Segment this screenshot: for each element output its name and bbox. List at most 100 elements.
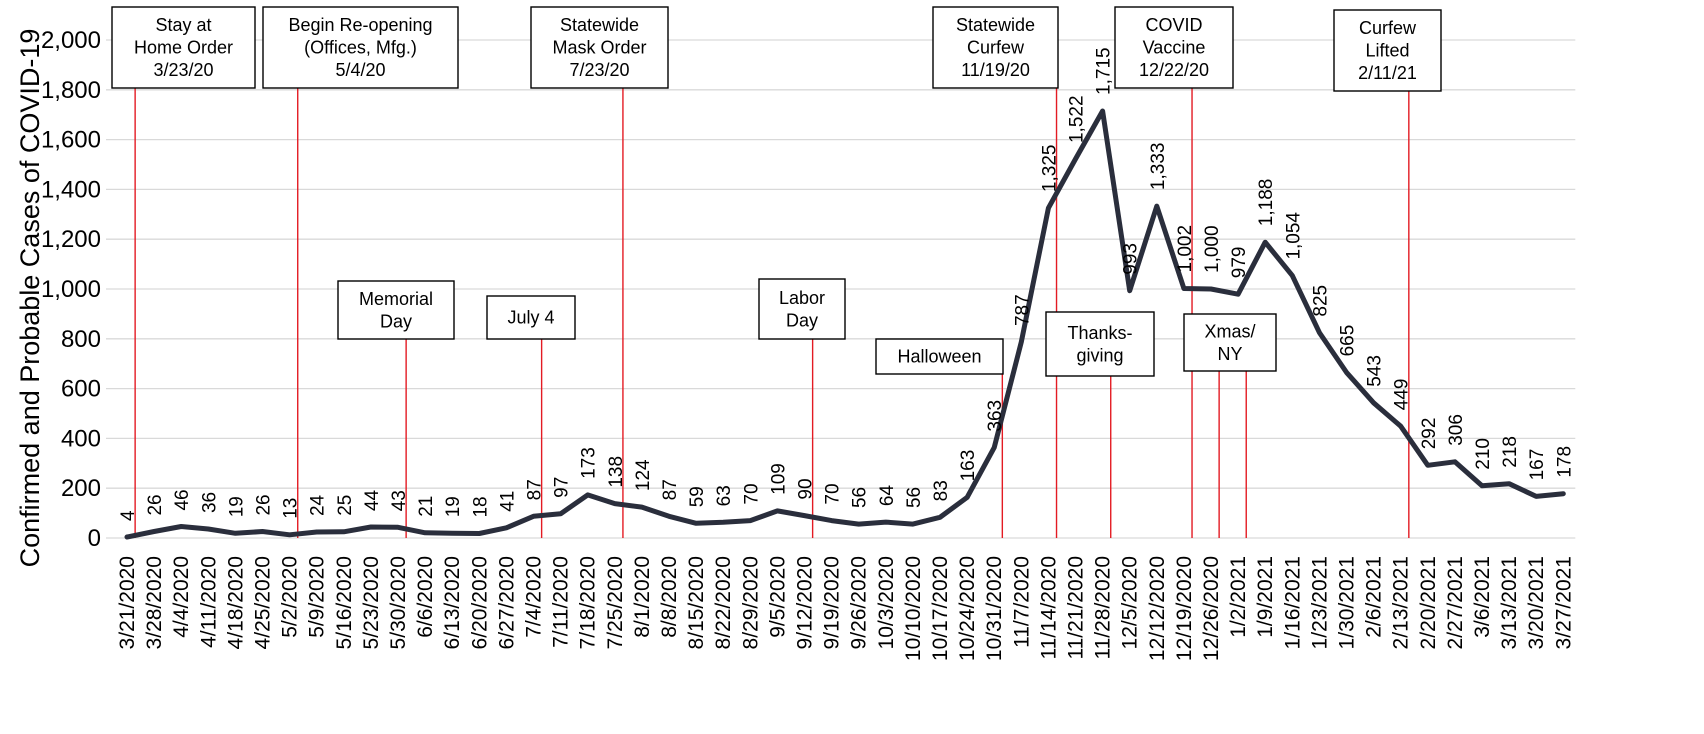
x-tick-label: 8/1/2020: [631, 556, 654, 638]
data-label: 306: [1446, 414, 1467, 446]
data-label: 19: [443, 496, 464, 517]
data-label: 46: [172, 489, 193, 510]
data-label: 83: [931, 480, 952, 501]
data-label: 543: [1365, 355, 1386, 387]
x-tick-label: 6/6/2020: [414, 556, 437, 638]
x-tick-label: 11/14/2020: [1037, 556, 1060, 660]
data-label: 64: [877, 484, 898, 506]
data-label: 4: [118, 510, 139, 521]
data-label: 26: [145, 494, 166, 515]
data-label: 19: [226, 496, 247, 517]
x-tick-label: 12/5/2020: [1119, 556, 1142, 649]
annotation-box-frame: [111, 6, 256, 89]
x-tick-label: 7/4/2020: [523, 556, 546, 638]
data-point: [1507, 482, 1511, 486]
x-tick-label: 1/9/2021: [1254, 556, 1277, 638]
data-label: 63: [714, 485, 735, 506]
data-point: [206, 527, 210, 531]
data-label: 1,715: [1094, 47, 1115, 95]
annotation-box: July 4: [486, 295, 576, 340]
x-tick-label: 3/21/2020: [116, 556, 139, 649]
data-point: [1480, 484, 1484, 488]
annotation-text: COVID: [1145, 15, 1202, 35]
data-point: [1236, 292, 1240, 296]
data-label: 210: [1473, 438, 1494, 470]
annotation-text: Halloween: [897, 347, 981, 367]
data-point: [1561, 492, 1565, 496]
data-label: 218: [1500, 436, 1521, 468]
data-point: [1290, 274, 1294, 278]
data-label: 178: [1554, 446, 1575, 478]
data-point: [721, 520, 725, 524]
annotation-text: Xmas/: [1204, 321, 1255, 341]
data-label: 979: [1229, 247, 1250, 279]
y-tick-label: 800: [61, 326, 101, 353]
data-label: 18: [470, 496, 491, 517]
x-tick-label: 1/16/2021: [1281, 556, 1304, 649]
x-tick-label: 9/26/2020: [848, 556, 871, 649]
x-tick-label: 5/16/2020: [333, 556, 356, 649]
x-tick-label: 12/12/2020: [1146, 556, 1169, 661]
annotation-box: Begin Re-opening (Offices, Mfg.)5/4/20: [262, 6, 459, 89]
data-point: [830, 519, 834, 523]
data-label: 87: [660, 479, 681, 500]
data-label: 70: [823, 483, 844, 504]
data-point: [477, 532, 481, 536]
data-label: 56: [904, 487, 925, 508]
x-tick-label: 12/19/2020: [1173, 556, 1196, 661]
data-label: 90: [796, 478, 817, 499]
annotation-text: Statewide: [956, 15, 1035, 35]
data-point: [125, 535, 129, 539]
data-label: 56: [850, 487, 871, 508]
annotation-box-frame: [1045, 311, 1155, 377]
x-tick-label: 1/2/2021: [1227, 556, 1250, 638]
annotation-text: Home Order: [134, 38, 233, 58]
x-tick-label: 10/3/2020: [875, 556, 898, 649]
data-label: 665: [1338, 325, 1359, 357]
data-point: [992, 446, 996, 450]
data-label: 59: [687, 486, 708, 507]
x-tick-label: 10/10/2020: [902, 556, 925, 661]
x-tick-label: 10/17/2020: [929, 556, 952, 661]
annotation-text: Curfew: [967, 38, 1025, 58]
data-point: [911, 522, 915, 526]
annotation-text: Statewide: [560, 15, 639, 35]
data-label: 26: [254, 494, 275, 515]
x-tick-label: 9/5/2020: [766, 556, 789, 638]
data-point: [1317, 331, 1321, 335]
x-tick-label: 6/13/2020: [441, 556, 464, 649]
annotation-text: Day: [786, 310, 818, 330]
data-label: 138: [606, 456, 627, 488]
data-point: [1372, 401, 1376, 405]
y-tick-label: 1,600: [41, 127, 101, 154]
y-tick-label: 200: [61, 475, 101, 502]
annotation-text: 2/11/21: [1358, 63, 1417, 83]
data-label: 449: [1392, 378, 1413, 410]
annotation-text: Day: [380, 311, 412, 331]
annotation-text: Curfew: [1359, 18, 1417, 38]
data-label: 163: [958, 450, 979, 482]
data-point: [1453, 460, 1457, 464]
data-point: [667, 514, 671, 518]
y-tick-label: 1,400: [41, 176, 101, 203]
x-tick-label: 11/7/2020: [1010, 556, 1033, 648]
x-tick-label: 2/13/2021: [1390, 556, 1413, 649]
annotation-box-frame: [1333, 9, 1442, 92]
annotation-text: Labor: [779, 288, 825, 308]
annotation-box-frame: [875, 338, 1004, 375]
x-tick-label: 2/6/2021: [1363, 556, 1386, 638]
data-label: 109: [768, 463, 789, 495]
y-tick-label: 0: [88, 525, 101, 552]
x-tick-label: 7/18/2020: [577, 556, 600, 649]
x-tick-label: 1/23/2021: [1308, 556, 1331, 649]
data-label: 1,188: [1256, 179, 1277, 227]
x-tick-label: 10/31/2020: [983, 556, 1006, 661]
x-tick-label: 3/13/2021: [1498, 556, 1521, 649]
x-tick-label: 4/18/2020: [224, 556, 247, 649]
data-point: [1263, 240, 1267, 244]
x-tick-label: 4/25/2020: [252, 556, 275, 649]
annotation-text: 12/22/20: [1139, 60, 1209, 80]
